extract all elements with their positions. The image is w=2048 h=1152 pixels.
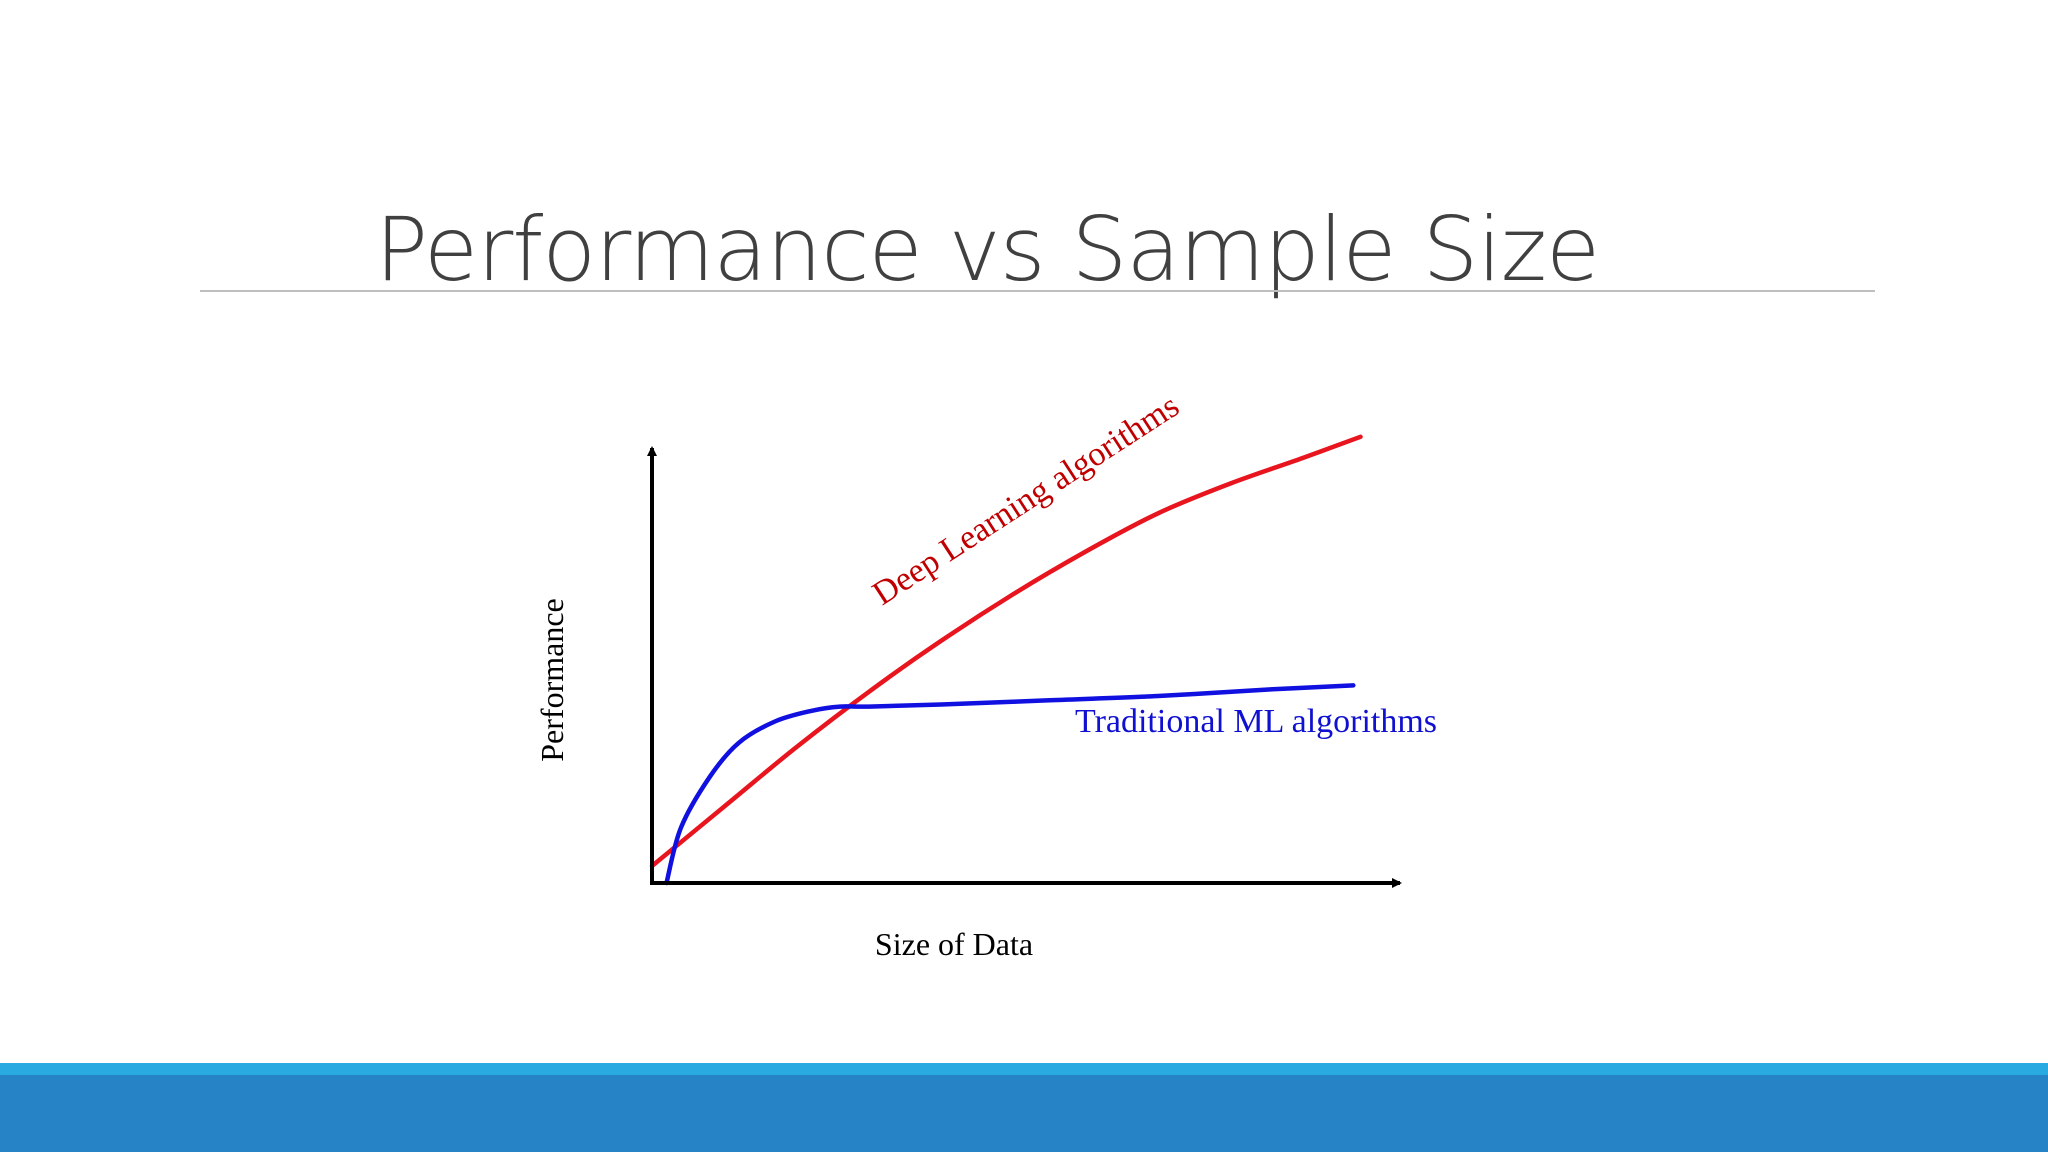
series-line-deep-learning	[649, 434, 1363, 869]
slide-title: Performance vs Sample Size	[375, 198, 1600, 301]
x-axis-label: Size of Data	[875, 926, 1033, 962]
y-axis-label: Performance	[534, 598, 570, 761]
series-label-deep-learning: Deep Learning algorithms	[866, 387, 1185, 612]
chart-plot	[649, 434, 1363, 886]
series-label-traditional-ml: Traditional ML algorithms	[1075, 703, 1437, 740]
footer-bar	[0, 1075, 2048, 1152]
series-line-traditional-ml	[664, 683, 1356, 886]
title-divider	[200, 290, 1875, 292]
footer-accent-bar	[0, 1063, 2048, 1075]
